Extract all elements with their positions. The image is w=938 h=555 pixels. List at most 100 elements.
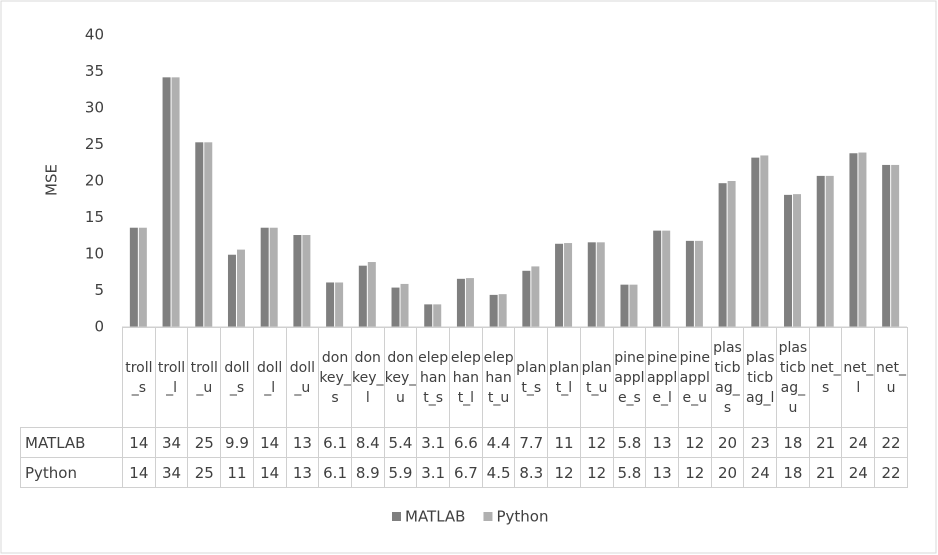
y-tick-label: 5	[94, 281, 104, 299]
legend-swatch	[483, 512, 493, 521]
y-tick-label: 40	[85, 26, 104, 44]
value-label: 22	[874, 427, 908, 458]
x-tick-label: elephant_l	[449, 327, 483, 428]
bar	[662, 230, 671, 327]
value-label: 13	[645, 457, 679, 488]
x-tick-label: plasticbag_u	[776, 327, 810, 428]
bar	[760, 155, 769, 327]
value-label: 12	[677, 457, 712, 488]
bar	[162, 77, 171, 327]
x-tick-label: doll_s	[220, 327, 254, 428]
bar	[587, 242, 596, 327]
value-label: 14	[122, 457, 156, 488]
row-header: MATLAB	[20, 427, 123, 458]
value-label: 12	[677, 427, 712, 458]
bar	[816, 175, 825, 327]
bar	[849, 153, 858, 327]
x-tick-label: troll_l	[154, 327, 189, 428]
bar	[456, 278, 465, 327]
bar	[489, 294, 498, 327]
bar	[138, 227, 147, 327]
y-tick-label: 0	[94, 318, 104, 336]
x-tick-label: elephant_u	[481, 327, 516, 428]
bar	[858, 152, 867, 327]
value-label: 25	[187, 427, 222, 458]
bar	[326, 282, 335, 327]
value-label: 3.1	[416, 427, 451, 458]
value-label: 5.8	[612, 427, 647, 458]
value-label: 18	[776, 427, 810, 458]
bar	[424, 304, 433, 327]
bar	[555, 243, 564, 327]
value-label: 20	[710, 457, 745, 488]
value-label: 14	[122, 427, 156, 458]
bar	[335, 282, 344, 327]
x-tick-label: plasticbag_l	[743, 327, 778, 428]
value-label: 21	[808, 427, 843, 458]
value-label: 24	[841, 427, 876, 458]
x-tick-label: pineapple_l	[645, 327, 679, 428]
value-label: 14	[252, 457, 287, 488]
value-label: 24	[841, 457, 876, 488]
bar	[236, 249, 245, 327]
value-label: 6.1	[318, 457, 352, 488]
bar	[727, 181, 736, 327]
x-tick-label: net_l	[841, 327, 876, 428]
x-tick-label: troll_s	[122, 327, 156, 428]
y-tick-label: 35	[85, 62, 104, 80]
value-label: 18	[776, 457, 810, 488]
value-label: 11	[547, 427, 581, 458]
bar	[620, 284, 629, 327]
value-label: 34	[154, 427, 189, 458]
bar	[227, 254, 236, 327]
y-tick-label: 20	[85, 172, 104, 190]
value-label: 25	[187, 457, 222, 488]
bar	[564, 243, 573, 327]
bar	[629, 284, 638, 327]
series-row: MATLAB 14 34 25 9.9 14 13 6.1 8.4 5.4 3.1 6.6 4.4 7.7…	[20, 427, 908, 458]
bar	[522, 270, 531, 327]
row-header: Python	[20, 457, 123, 488]
y-tick-label: 15	[85, 208, 104, 226]
data-table: troll_s troll_l troll_u doll_s doll_l doll_u d…	[20, 327, 908, 488]
bar	[685, 240, 694, 327]
series-row: Python 14 34 25 11 14 13 6.1 8.9 5.9 3.1 6.7 4.5 8.3 1…	[20, 457, 908, 488]
value-label: 6.1	[318, 427, 352, 458]
value-label: 22	[874, 457, 908, 488]
value-label: 13	[285, 427, 320, 458]
bar	[793, 194, 802, 327]
bar	[433, 304, 442, 327]
value-label: 5.8	[612, 457, 647, 488]
value-label: 24	[743, 457, 778, 488]
legend-swatch	[392, 512, 401, 521]
value-label: 13	[645, 427, 679, 458]
bar	[825, 175, 834, 327]
x-tick-label: doll_l	[252, 327, 287, 428]
bar	[269, 227, 278, 327]
bar	[129, 227, 138, 327]
bar	[400, 283, 409, 327]
bar	[718, 183, 727, 327]
value-label: 6.6	[449, 427, 483, 458]
value-label: 12	[579, 457, 614, 488]
value-label: 13	[285, 457, 320, 488]
x-tick-label: plasticbag_s	[710, 327, 745, 428]
x-tick-label: pineapple_u	[677, 327, 712, 428]
bar	[260, 227, 269, 327]
x-tick-label: donkey_l	[350, 327, 385, 428]
x-tick-label: donkey_u	[383, 327, 418, 428]
value-label: 11	[220, 457, 254, 488]
legend-label: Python	[496, 508, 548, 526]
category-row: troll_s troll_l troll_u doll_s doll_l doll_u d…	[20, 327, 908, 428]
value-label: 8.4	[350, 427, 385, 458]
value-label: 34	[154, 457, 189, 488]
x-tick-label: elephant_s	[416, 327, 451, 428]
y-tick-label: 25	[85, 135, 104, 153]
bar	[171, 77, 180, 327]
bar	[465, 278, 474, 327]
value-label: 12	[579, 427, 614, 458]
y-axis-title: MSE	[43, 164, 61, 196]
x-tick-label: doll_u	[285, 327, 320, 428]
